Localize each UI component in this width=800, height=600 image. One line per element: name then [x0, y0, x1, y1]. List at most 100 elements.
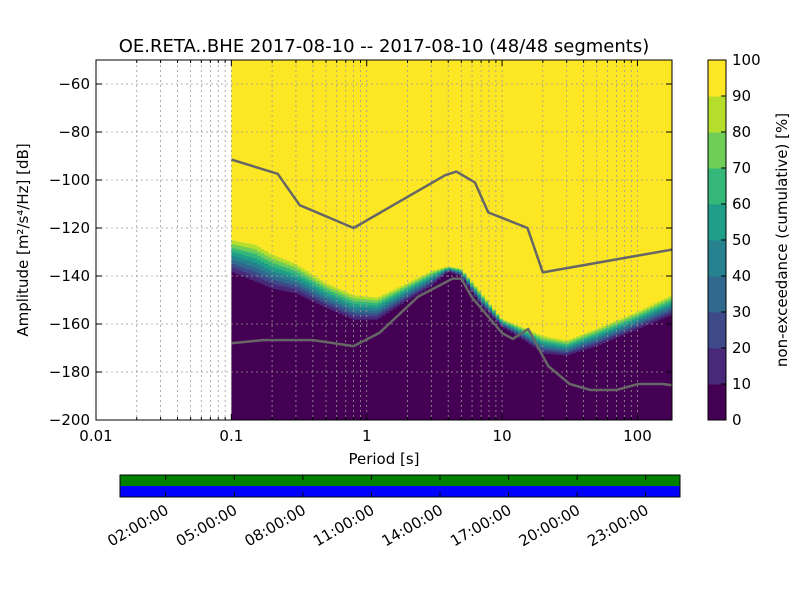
heatmap-cell	[473, 291, 478, 294]
heatmap-cell	[381, 307, 387, 311]
heatmap-cell	[308, 296, 313, 301]
heatmap-cell	[323, 306, 328, 420]
heatmap-cell	[525, 333, 530, 336]
heatmap-cell	[565, 344, 570, 347]
heatmap-cell	[525, 330, 530, 333]
heatmap-cell	[484, 307, 490, 310]
heatmap-cell	[613, 60, 618, 322]
heatmap-cell	[253, 60, 258, 245]
heatmap-cell	[268, 278, 273, 284]
heatmap-cell	[627, 327, 633, 331]
heatmap-cell	[341, 299, 346, 304]
heatmap-cell	[455, 270, 460, 272]
heatmap-cell	[448, 271, 453, 420]
heatmap-cell	[301, 271, 306, 276]
heatmap-cell	[268, 261, 273, 267]
heatmap-cell	[517, 328, 523, 331]
heatmap-cell	[455, 60, 460, 269]
heatmap-cell	[510, 327, 515, 330]
heatmap-cell	[348, 293, 354, 298]
heatmap-cell	[591, 344, 596, 348]
heatmap-cell	[315, 303, 321, 420]
heatmap-cell	[345, 292, 350, 296]
heatmap-cell	[455, 272, 460, 274]
heatmap-cell	[594, 341, 600, 344]
heatmap-cell	[580, 340, 585, 343]
heatmap-cell	[539, 345, 545, 349]
heatmap-cell	[341, 314, 346, 420]
heatmap-cell	[466, 284, 471, 287]
heatmap-cell	[451, 272, 456, 274]
heatmap-cell	[484, 303, 490, 306]
heatmap-cell	[576, 345, 581, 349]
heatmap-cell	[554, 352, 559, 355]
heatmap-cell	[448, 267, 453, 269]
heatmap-cell	[315, 277, 321, 282]
colorbar-tick-label: 30	[732, 303, 751, 321]
heatmap-cell	[367, 310, 372, 315]
heatmap-cell	[275, 268, 280, 274]
heatmap-cell	[264, 259, 269, 265]
heatmap-cell	[477, 290, 482, 293]
heatmap-cell	[411, 284, 416, 287]
heatmap-cell	[448, 267, 453, 270]
heatmap-cell	[334, 296, 339, 301]
heatmap-cell	[664, 302, 669, 306]
heatmap-cell	[517, 331, 523, 334]
plot-frame	[95, 59, 673, 421]
heatmap-cell	[620, 324, 625, 328]
heatmap-cell	[436, 275, 442, 278]
colorbar-tick-label: 40	[732, 267, 751, 285]
heatmap-cell	[444, 266, 449, 269]
heatmap-cell	[591, 60, 596, 331]
y-tick-label: −200	[49, 411, 90, 429]
heatmap-cell	[315, 287, 321, 292]
heatmap-cell	[290, 269, 295, 274]
heatmap-cell	[565, 353, 570, 356]
heatmap-cell	[664, 60, 669, 298]
x-axis-label: Period [s]	[348, 450, 419, 468]
y-tick-label: −140	[49, 267, 90, 285]
heatmap-cell	[484, 306, 490, 309]
heatmap-cell	[374, 302, 379, 307]
heatmap-cell	[381, 294, 387, 298]
heatmap-cell	[514, 60, 519, 325]
heatmap-cell	[363, 319, 368, 420]
heatmap-cell	[558, 348, 563, 352]
heatmap-cell	[323, 297, 328, 302]
heatmap-cell	[503, 325, 508, 327]
heatmap-cell	[396, 289, 401, 293]
heatmap-cell	[481, 302, 486, 305]
y-tick-label: −80	[58, 123, 90, 141]
heatmap-cell	[374, 60, 379, 298]
heatmap-cell	[319, 283, 324, 287]
heatmap-cell	[664, 307, 669, 311]
heatmap-cell	[389, 298, 394, 302]
heatmap-cell	[561, 349, 567, 352]
heatmap-cell	[660, 301, 666, 305]
heatmap-cell	[466, 282, 471, 285]
heatmap-cell	[433, 277, 438, 280]
heatmap-cell	[370, 60, 376, 298]
heatmap-cell	[433, 279, 438, 282]
heatmap-cell	[235, 60, 240, 242]
heatmap-cell	[462, 274, 467, 277]
heatmap-cell	[503, 328, 508, 420]
heatmap-cell	[466, 283, 471, 286]
heatmap-cell	[238, 270, 243, 276]
heatmap-cell	[238, 262, 243, 268]
heatmap-cell	[477, 291, 482, 294]
heatmap-cell	[499, 60, 504, 319]
heatmap-cell	[260, 266, 266, 272]
heatmap-cell	[231, 256, 236, 261]
heatmap-cell	[279, 289, 284, 420]
heatmap-cell	[488, 305, 493, 308]
timeline-top-strip	[120, 475, 680, 486]
heatmap-cell	[488, 309, 493, 311]
colorbar-segment	[708, 132, 726, 169]
heatmap-cell	[521, 336, 526, 339]
heatmap-cell	[543, 353, 548, 420]
colorbar-segment	[708, 240, 726, 277]
heatmap-cell	[536, 339, 541, 343]
